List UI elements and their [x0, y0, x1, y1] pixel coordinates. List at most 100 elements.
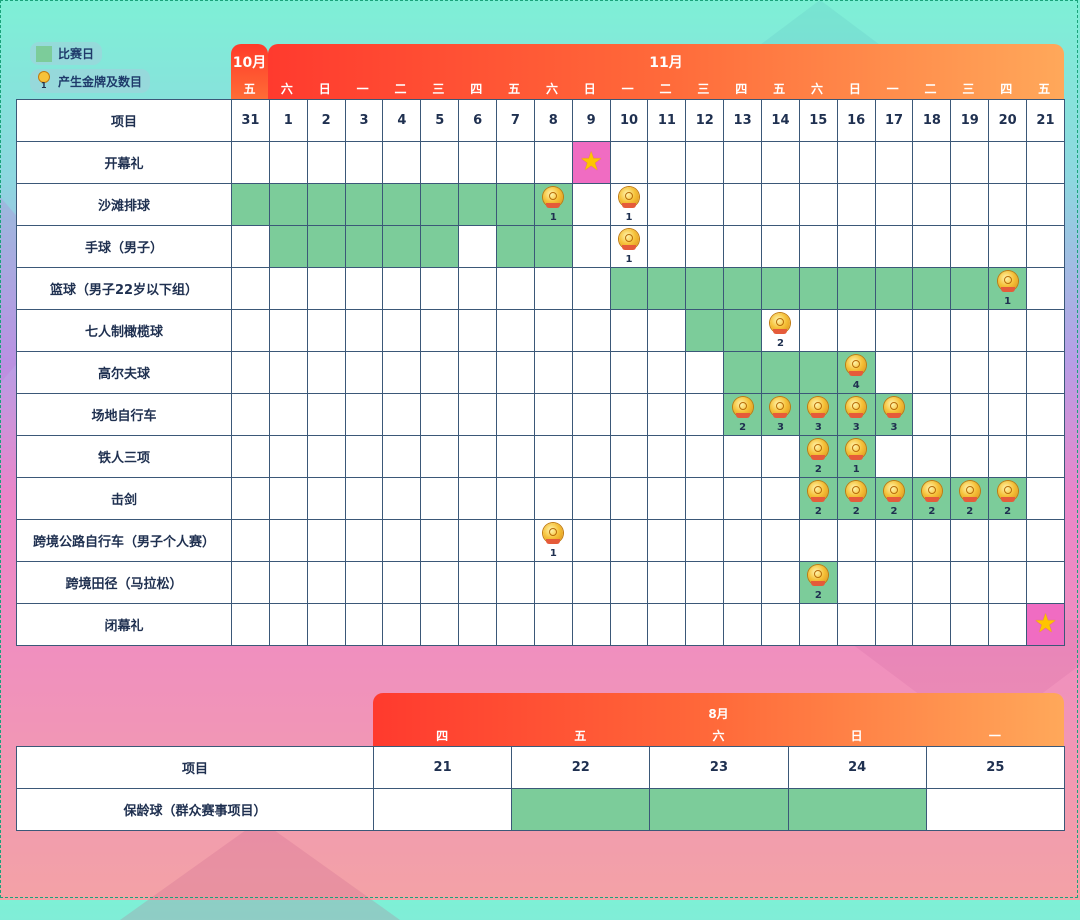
- medal-count: 3: [776, 422, 784, 433]
- schedule-table: 项目 31 1 2 3 4 5 6 7 8 9 10 11 12 13 14 15 16 17 18 19 20 21 开幕礼…: [16, 99, 1065, 646]
- weekday-label: 一: [621, 82, 634, 96]
- day-cell: [836, 603, 876, 646]
- weekday-label: 二: [924, 82, 937, 96]
- day-cell: [420, 477, 460, 520]
- gold-medal-icon: [846, 355, 867, 375]
- day-cell: 2: [912, 477, 952, 520]
- day-header: 7: [496, 99, 535, 142]
- day-cell: [268, 183, 308, 226]
- medal-count: 1: [852, 464, 860, 475]
- day-cell: [761, 351, 800, 394]
- day-cell: 2: [988, 477, 1028, 520]
- day-cell: [344, 519, 384, 562]
- table-row: 篮球（男子22岁以下组） 1: [16, 267, 1065, 310]
- day-cell: [306, 477, 346, 520]
- day-cell: [609, 477, 649, 520]
- day-cell: [571, 183, 611, 226]
- month-header-oct: 10月 五: [231, 44, 268, 100]
- medal-ribbon: [1000, 287, 1015, 292]
- day-cell: [798, 603, 838, 646]
- day-header: 21: [1026, 99, 1065, 142]
- day-cell: [231, 309, 270, 352]
- day-cell: [1026, 309, 1065, 352]
- day-cell: [306, 309, 346, 352]
- day-cell: [798, 351, 838, 394]
- legend: 比赛日 1 产生金牌及数目: [30, 42, 151, 97]
- day-cell: [836, 183, 876, 226]
- event-name: 跨境公路自行车（男子个人赛）: [16, 519, 232, 562]
- day-cell: [950, 141, 990, 184]
- day-cell: [723, 267, 763, 310]
- day-cell: [950, 309, 990, 352]
- day-cell: [571, 393, 611, 436]
- day-cell: [836, 267, 876, 310]
- day-cell: [874, 519, 914, 562]
- day-cell: [344, 603, 384, 646]
- day-cell: [382, 225, 422, 268]
- gold-medal-icon: [770, 313, 791, 333]
- day-cell: [231, 183, 270, 226]
- day-cell: [533, 351, 573, 394]
- medal-ribbon: [811, 581, 826, 586]
- day-cell: ★: [571, 141, 611, 184]
- day-cell: [798, 309, 838, 352]
- day-cell: [798, 141, 838, 184]
- day-cell: [231, 225, 270, 268]
- weekday-label: 日: [848, 82, 861, 96]
- day-header: 23: [649, 746, 789, 789]
- day-cell: [836, 225, 876, 268]
- medal-count: 2: [1004, 506, 1012, 517]
- day-cell: [458, 477, 498, 520]
- day-cell: [912, 267, 952, 310]
- day-header: 20: [988, 99, 1028, 142]
- table-row: 沙滩排球 1 1: [16, 183, 1065, 226]
- day-cell: [496, 351, 535, 394]
- day-cell: 4: [836, 351, 876, 394]
- day-cell: [874, 603, 914, 646]
- day-cell: [798, 225, 838, 268]
- day-cell: [231, 267, 270, 310]
- day-cell: [533, 141, 573, 184]
- day-cell: [231, 561, 270, 604]
- table-row: 跨境田径（马拉松） 2: [16, 561, 1065, 604]
- day-cell: [306, 351, 346, 394]
- day-cell: [533, 435, 573, 478]
- event-name: 铁人三项: [16, 435, 232, 478]
- day-header: 5: [420, 99, 460, 142]
- event-name: 击剑: [16, 477, 232, 520]
- day-cell: [723, 477, 763, 520]
- day-cell: [344, 435, 384, 478]
- weekday-label: 六: [280, 82, 293, 96]
- day-header: 25: [925, 746, 1065, 789]
- day-header: 11: [647, 99, 687, 142]
- day-cell: [647, 267, 687, 310]
- day-cell: [306, 603, 346, 646]
- gold-medal-icon: [808, 439, 829, 459]
- day-cell: [609, 603, 649, 646]
- day-cell: [268, 603, 308, 646]
- table-row: 闭幕礼 ★: [16, 603, 1065, 646]
- day-cell: [761, 477, 800, 520]
- day-cell: [420, 603, 460, 646]
- day-cell: [458, 225, 498, 268]
- day-cell: [649, 788, 789, 831]
- day-cell: [458, 393, 498, 436]
- day-cell: 1: [988, 267, 1028, 310]
- day-cell: [496, 309, 535, 352]
- day-cell: [874, 435, 914, 478]
- medal-count: 1: [625, 212, 633, 223]
- gold-medal-icon: [808, 565, 829, 585]
- day-cell: [344, 309, 384, 352]
- day-cell: [344, 267, 384, 310]
- day-cell: [344, 393, 384, 436]
- day-cell: 2: [798, 435, 838, 478]
- medal-ribbon: [849, 455, 864, 460]
- day-cell: [723, 309, 763, 352]
- medal-ribbon: [811, 413, 826, 418]
- day-cell: [382, 183, 422, 226]
- event-name: 开幕礼: [16, 141, 232, 184]
- day-header: 1: [268, 99, 308, 142]
- day-cell: [420, 393, 460, 436]
- day-cell: [306, 141, 346, 184]
- day-cell: 1: [533, 519, 573, 562]
